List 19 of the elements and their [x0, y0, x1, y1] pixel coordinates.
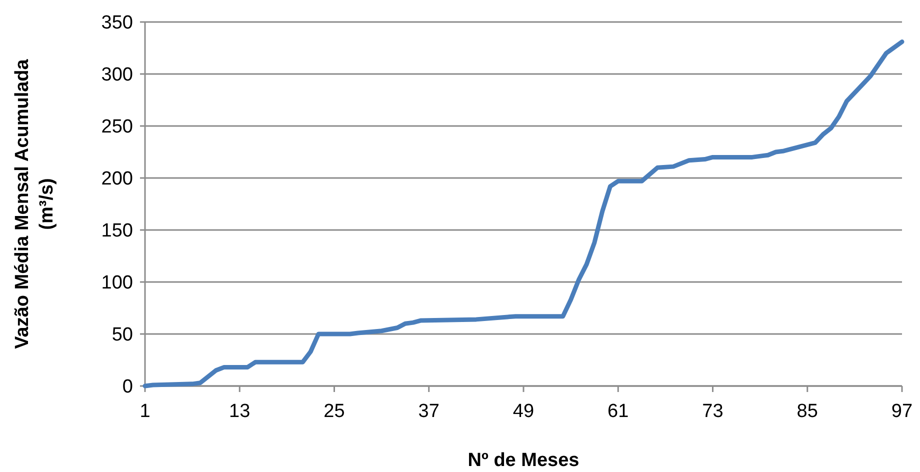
y-tick-label: 250 — [101, 116, 133, 138]
y-tick-label: 100 — [101, 272, 133, 294]
y-tick-label: 0 — [122, 376, 133, 398]
y-tick-label: 150 — [101, 220, 133, 242]
y-axis-title: Vazão Média Mensal Acumulada (m³/s) — [12, 58, 58, 349]
y-tick-label: 200 — [101, 168, 133, 190]
x-tick-label: 61 — [608, 401, 629, 422]
x-axis-title: Nº de Meses — [468, 450, 580, 471]
x-tick-label: 1 — [140, 401, 150, 422]
x-tick-label: 13 — [229, 401, 250, 422]
x-tick-label: 25 — [324, 401, 345, 422]
y-tick-label: 350 — [101, 12, 133, 34]
x-tick-label: 97 — [891, 401, 913, 422]
y-tick-label: 300 — [101, 64, 133, 86]
x-tick-label: 85 — [796, 401, 818, 422]
y-tick-label: 50 — [112, 324, 133, 346]
x-tick-label: 73 — [702, 401, 724, 422]
x-tick-label: 37 — [418, 401, 440, 422]
x-tick-label: 49 — [512, 401, 534, 422]
